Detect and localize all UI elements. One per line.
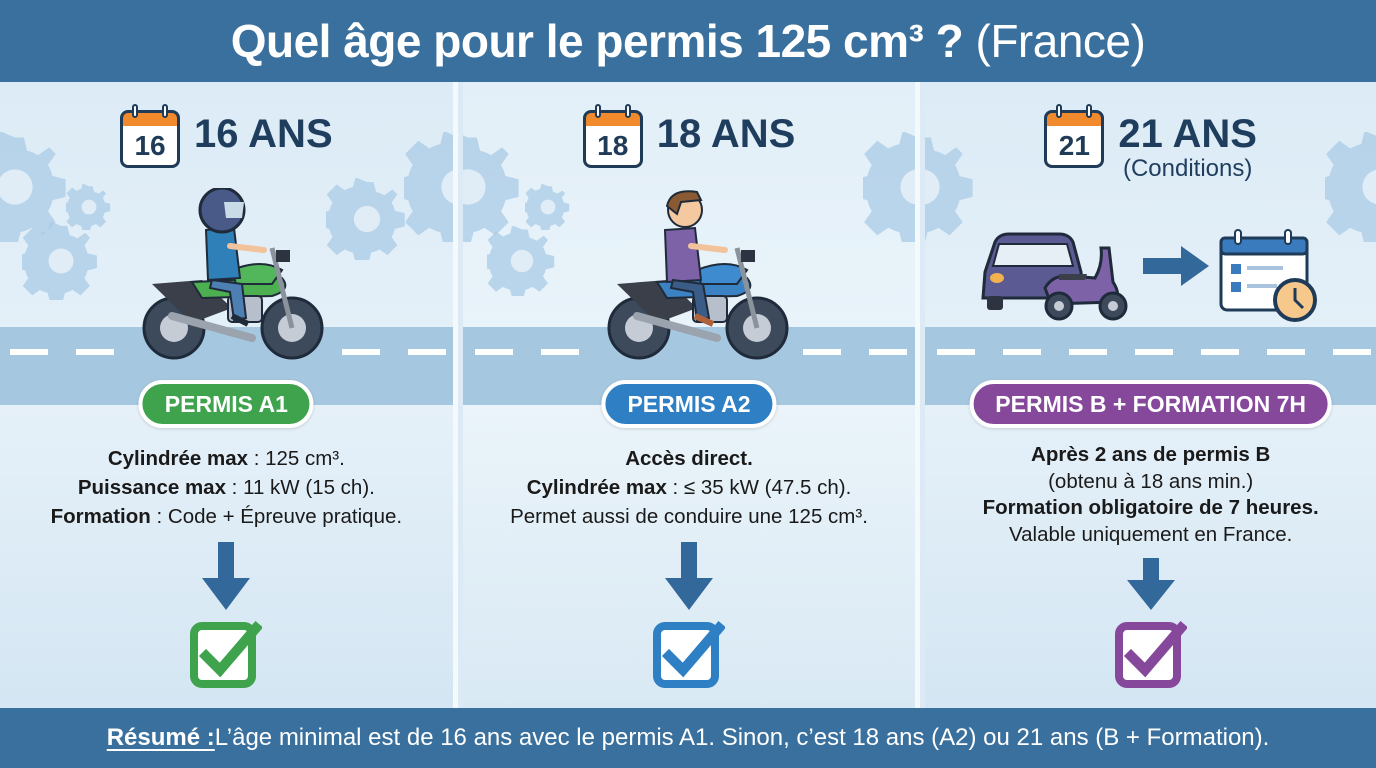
road-markings xyxy=(463,349,916,355)
panel-description: Après 2 ans de permis B (obtenu à 18 ans… xyxy=(925,442,1376,548)
summary-label: Résumé : xyxy=(106,724,215,751)
page-title: Quel âge pour le permis 125 cm³ ? (Franc… xyxy=(230,15,1146,67)
panels-row: 16 16 ANS PERMIS A1 xyxy=(0,82,1376,708)
arrow-down-icon xyxy=(1126,558,1175,610)
age-conditions: (Conditions) xyxy=(1122,155,1253,182)
arrow-down-icon xyxy=(665,542,713,610)
checkbox-checked-icon xyxy=(653,620,725,688)
gear-icon xyxy=(326,178,405,260)
summary-banner: Résumé : L’âge minimal est de 16 ans ave… xyxy=(0,708,1376,768)
desc-line: (obtenu à 18 ans min.) xyxy=(1048,469,1254,493)
desc-line: Formation : Code + Épreuve pratique. xyxy=(50,505,403,528)
title-banner: Quel âge pour le permis 125 cm³ ? (Franc… xyxy=(0,0,1376,82)
desc-line: Permet aussi de conduire une 125 cm³. xyxy=(510,505,868,528)
arrow-down-icon xyxy=(202,542,251,610)
desc-line: Cylindrée max : ≤ 35 kW (47.5 ch). xyxy=(526,476,852,499)
rider-green-motorcycle-illustration xyxy=(142,188,324,360)
panel-divider xyxy=(915,82,921,708)
age-label: 18 ANS xyxy=(656,112,796,156)
checkbox-checked-icon xyxy=(1114,620,1187,688)
road-markings xyxy=(925,349,1376,355)
panel-16-ans: 16 16 ANS PERMIS A1 xyxy=(0,82,453,708)
calendar-icon: 18 xyxy=(582,104,643,168)
age-heading: 16 16 ANS xyxy=(0,104,453,168)
checkbox-checked-icon xyxy=(190,620,263,688)
age-heading: 21 21 ANS (Conditions) xyxy=(925,104,1376,182)
gear-icon xyxy=(486,226,554,296)
desc-line: Accès direct. xyxy=(625,447,753,470)
badge-permis-a1: PERMIS A1 xyxy=(138,380,314,428)
panel-description: Accès direct. Cylindrée max : ≤ 35 kW (4… xyxy=(463,444,916,531)
desc-line: Valable uniquement en France. xyxy=(1008,522,1293,546)
panel-18-ans: 18 18 ANS PERMIS A2 xyxy=(462,82,916,708)
badge-permis-a2: PERMIS A2 xyxy=(601,380,777,428)
badge-permis-b-formation: PERMIS B + FORMATION 7H xyxy=(969,380,1333,428)
car-and-scooter-illustration xyxy=(981,232,1128,321)
panel-divider xyxy=(452,82,458,708)
panel-description: Cylindrée max : 125 cm³. Puissance max :… xyxy=(0,444,453,531)
calendar-clock-icon xyxy=(1219,229,1318,322)
age-heading: 18 18 ANS xyxy=(463,104,916,168)
summary-text: L’âge minimal est de 16 ans avec le perm… xyxy=(214,724,1270,751)
road-markings xyxy=(0,349,453,355)
panel-21-ans: 21 21 ANS (Conditions) xyxy=(925,82,1376,708)
desc-line: Puissance max : 11 kW (15 ch). xyxy=(77,476,375,499)
calendar-icon: 16 xyxy=(120,104,181,168)
gear-icon xyxy=(524,184,569,230)
arrow-right-icon xyxy=(1143,246,1210,286)
desc-line: Cylindrée max : 125 cm³. xyxy=(107,447,345,470)
age-label: 16 ANS xyxy=(194,112,333,156)
desc-line: Formation obligatoire de 7 heures. xyxy=(982,496,1319,519)
desc-line: Après 2 ans de permis B xyxy=(1031,443,1271,466)
rider-blue-motorcycle-illustration xyxy=(607,190,789,360)
gear-icon xyxy=(22,222,97,300)
calendar-icon: 21 xyxy=(1044,104,1105,168)
age-label: 21 ANS xyxy=(1118,112,1257,156)
